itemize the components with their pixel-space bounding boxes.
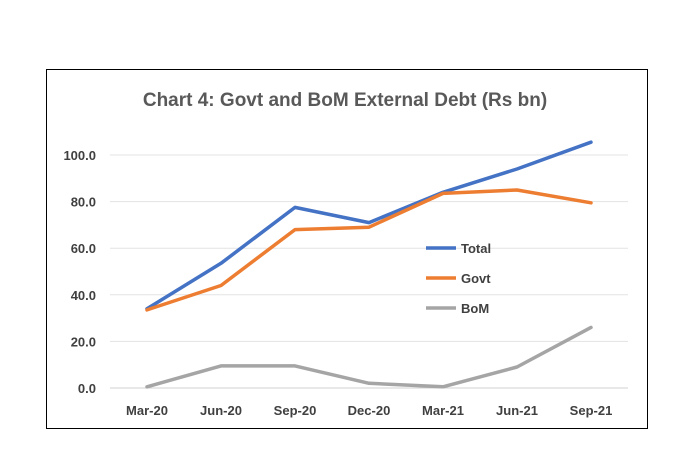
x-tick-label: Mar-20	[126, 403, 168, 418]
legend: Total Govt BoM	[426, 241, 491, 316]
x-tick-label: Jun-21	[496, 403, 538, 418]
chart-title: Chart 4: Govt and BoM External Debt (Rs …	[143, 90, 547, 111]
legend-label: BoM	[461, 301, 489, 316]
y-tick-label: 60.0	[71, 241, 96, 256]
series-line-bom	[145, 325, 593, 389]
x-tick-label: Jun-20	[200, 403, 242, 418]
series-line-govt	[145, 188, 593, 312]
legend-label: Total	[461, 241, 491, 256]
x-tick-label: Mar-21	[422, 403, 464, 418]
gridlines	[110, 154, 628, 389]
series-line-total	[145, 140, 593, 311]
y-axis-ticks: 0.0 20.0 40.0 60.0 80.0 100.0	[63, 148, 96, 396]
legend-label: Govt	[461, 271, 491, 286]
y-tick-label: 100.0	[63, 148, 96, 163]
y-tick-label: 0.0	[78, 381, 96, 396]
chart-frame	[46, 69, 648, 429]
x-tick-label: Dec-20	[348, 403, 391, 418]
series-lines	[145, 140, 593, 389]
x-tick-label: Sep-20	[274, 403, 317, 418]
y-tick-label: 20.0	[71, 334, 96, 349]
x-tick-label: Sep-21	[570, 403, 613, 418]
x-axis-ticks: Mar-20 Jun-20 Sep-20 Dec-20 Mar-21 Jun-21 Sep-…	[126, 403, 612, 418]
y-tick-label: 80.0	[71, 195, 96, 210]
y-tick-label: 40.0	[71, 288, 96, 303]
